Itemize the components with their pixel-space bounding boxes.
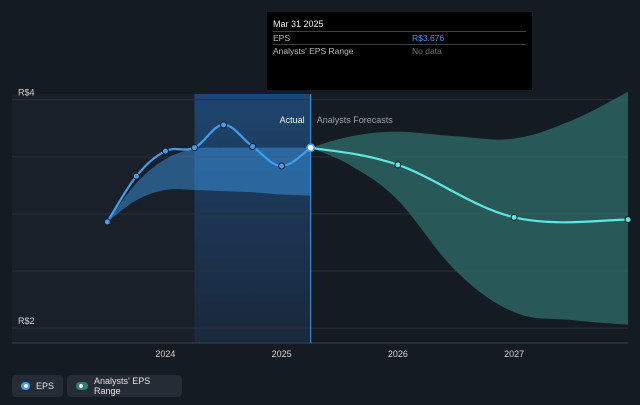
- tooltip-range-value: No data: [412, 46, 442, 56]
- eps-point: [161, 147, 169, 155]
- tooltip-eps-value: R$3.676: [412, 33, 445, 43]
- range-legend-icon: [76, 382, 89, 390]
- data-tooltip: Mar 31 2025 EPS R$3.676 Analysts' EPS Ra…: [267, 12, 532, 90]
- x-tick-label: 2024: [155, 349, 175, 359]
- actual-eps-range-area: [107, 147, 311, 222]
- tooltip-row-eps: EPS R$3.676: [273, 31, 526, 45]
- eps-point: [220, 121, 228, 129]
- tooltip-row-range: Analysts' EPS Range No data: [273, 44, 526, 58]
- legend-range-label: Analysts' EPS Range: [94, 376, 151, 396]
- forecast-point: [510, 213, 518, 221]
- x-tick-label: 2027: [504, 349, 524, 359]
- tooltip-range-label: Analysts' EPS Range: [273, 46, 354, 56]
- eps-point: [190, 144, 198, 152]
- eps-point: [306, 143, 316, 153]
- x-tick-label: 2025: [272, 349, 292, 359]
- highlight-window: [194, 94, 311, 343]
- x-tick-label: 2026: [388, 349, 408, 359]
- actual-section-label: Actual: [280, 115, 305, 125]
- eps-point: [103, 218, 111, 226]
- eps-point: [249, 143, 257, 151]
- tooltip-date: Mar 31 2025: [273, 19, 324, 29]
- legend-eps-button[interactable]: EPS: [12, 375, 63, 397]
- eps-point: [132, 172, 140, 180]
- analysts-eps-range-area: [310, 91, 628, 325]
- tooltip-eps-label: EPS: [273, 33, 291, 43]
- y-tick-label: R$2: [18, 316, 35, 326]
- y-tick-label: R$4: [18, 88, 35, 98]
- forecast-point: [624, 216, 632, 224]
- forecast-section-label: Analysts Forecasts: [317, 115, 394, 125]
- eps-legend-icon: [21, 382, 30, 390]
- eps-point: [278, 162, 286, 170]
- forecast-point: [394, 161, 402, 169]
- forecast-line: [310, 146, 629, 224]
- legend-range-button[interactable]: Analysts' EPS Range: [67, 375, 182, 397]
- legend-eps-label: EPS: [35, 381, 54, 391]
